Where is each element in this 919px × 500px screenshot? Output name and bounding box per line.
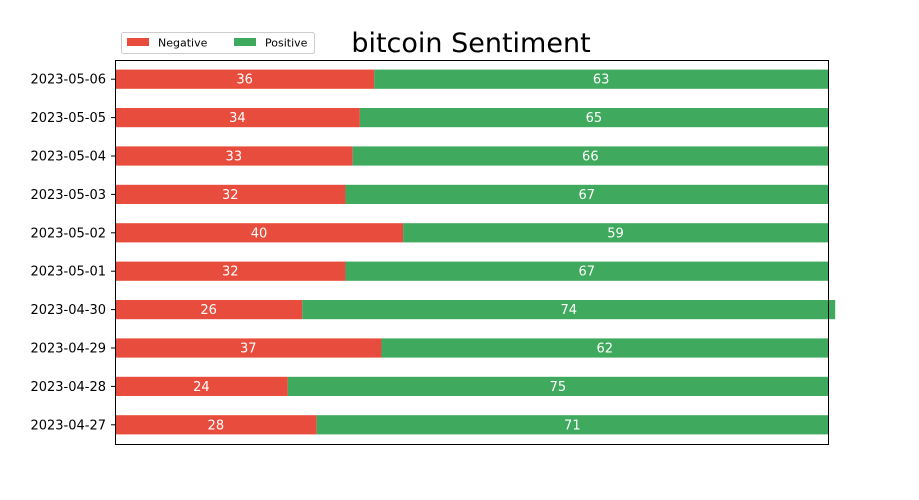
bar-label-positive-2023-05-01: 67 [578, 265, 595, 280]
bar-label-positive-2023-04-29: 62 [596, 342, 613, 357]
bar-label-positive-2023-05-05: 65 [586, 111, 603, 126]
y-tick-label-2023-05-01: 2023-05-01 [30, 265, 106, 280]
legend-swatch-negative [127, 38, 149, 46]
chart-title: bitcoin Sentiment [351, 28, 590, 59]
bar-label-negative-2023-05-05: 34 [229, 111, 246, 126]
bar-positive-2023-04-29 [381, 338, 828, 358]
bar-label-negative-2023-05-04: 33 [226, 150, 243, 165]
bar-negative-2023-05-03 [115, 184, 346, 204]
bar-negative-2023-05-01 [115, 261, 346, 281]
bar-label-negative-2023-05-02: 40 [251, 226, 268, 241]
bar-label-positive-2023-04-27: 71 [564, 418, 581, 433]
bar-label-positive-2023-05-06: 63 [593, 73, 610, 88]
y-tick-label-2023-05-06: 2023-05-06 [30, 73, 106, 88]
bar-positive-2023-05-04 [352, 146, 828, 166]
y-tick-label-2023-04-30: 2023-04-30 [30, 303, 106, 318]
bar-label-negative-2023-04-28: 24 [193, 380, 210, 395]
y-tick-label-2023-04-28: 2023-04-28 [30, 380, 106, 395]
bar-label-positive-2023-04-28: 75 [550, 380, 567, 395]
y-tick-label-2023-05-05: 2023-05-05 [30, 111, 106, 126]
bar-label-negative-2023-05-03: 32 [222, 188, 239, 203]
bar-positive-2023-05-01 [345, 261, 828, 281]
bar-label-positive-2023-05-03: 67 [578, 188, 595, 203]
y-axis: 2023-05-06 2023-05-05 2023-05-04 2023-05-03… [30, 73, 115, 433]
y-tick-label-2023-05-02: 2023-05-02 [30, 226, 106, 241]
bar-positive-2023-05-02 [403, 223, 828, 243]
bar-positive-2023-04-27 [316, 415, 828, 435]
y-tick-label-2023-05-04: 2023-05-04 [30, 150, 106, 165]
bar-negative-2023-05-04 [115, 146, 353, 166]
y-tick-label-2023-05-03: 2023-05-03 [30, 188, 106, 203]
legend-label-negative: Negative [158, 37, 208, 50]
bar-label-negative-2023-05-01: 32 [222, 265, 239, 280]
bar-positive-2023-05-05 [359, 108, 828, 128]
bar-negative-2023-04-27 [115, 415, 317, 435]
bar-positive-2023-05-06 [374, 69, 828, 89]
legend-label-positive: Positive [265, 37, 308, 50]
bar-label-negative-2023-04-29: 37 [240, 342, 257, 357]
bar-label-positive-2023-05-02: 59 [607, 226, 624, 241]
bar-negative-2023-05-02 [115, 223, 404, 243]
bar-label-negative-2023-04-27: 28 [208, 418, 225, 433]
bar-negative-2023-05-06 [115, 69, 375, 89]
bar-negative-2023-04-30 [115, 300, 303, 320]
bar-label-negative-2023-05-06: 36 [236, 73, 253, 88]
bar-negative-2023-04-28 [115, 376, 288, 396]
bar-positive-2023-04-30 [302, 300, 836, 320]
legend: Negative Positive [121, 32, 315, 54]
bar-label-negative-2023-04-30: 26 [200, 303, 217, 318]
y-tick-label-2023-04-27: 2023-04-27 [30, 418, 106, 433]
legend-box [121, 32, 315, 54]
bar-positive-2023-05-03 [345, 184, 828, 204]
bar-label-positive-2023-04-30: 74 [560, 303, 577, 318]
y-tick-label-2023-04-29: 2023-04-29 [30, 342, 106, 357]
bars-layer: 36 63 34 65 33 66 32 67 40 59 32 67 26 74 37 62 24 75 28 71 [115, 69, 836, 435]
bar-negative-2023-04-29 [115, 338, 382, 358]
bar-negative-2023-05-05 [115, 108, 360, 128]
bar-label-positive-2023-05-04: 66 [582, 150, 599, 165]
legend-swatch-positive [234, 38, 256, 46]
plot-frame [115, 60, 829, 445]
bar-positive-2023-04-28 [287, 376, 828, 396]
